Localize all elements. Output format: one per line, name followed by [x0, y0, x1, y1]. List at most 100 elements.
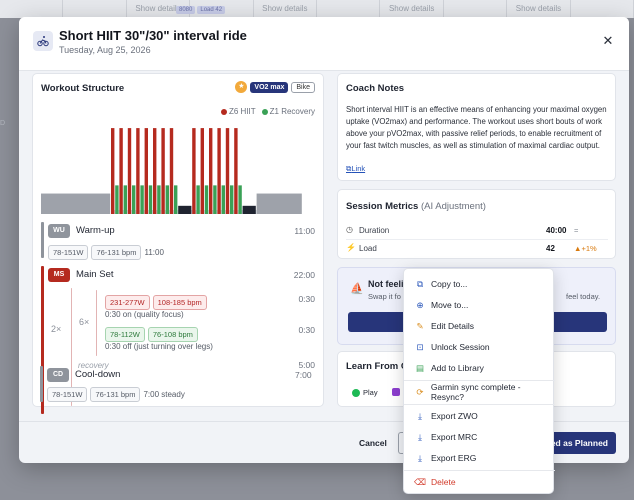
chart-bar-work: [127, 128, 132, 214]
cancel-button[interactable]: Cancel: [359, 438, 387, 448]
warmup-time: 11:00: [294, 226, 315, 236]
mark-completed-button[interactable]: ted as Planned: [534, 432, 616, 454]
coach-notes-text: Short interval HIIT is an effective mean…: [346, 105, 607, 150]
metrics-title-text: Session Metrics: [346, 201, 419, 212]
menu-move[interactable]: ⊕ Move to...: [404, 295, 555, 315]
rest-time: 0:30: [298, 325, 315, 335]
unlock-icon: ⊡: [416, 341, 424, 352]
copy-icon: ⧉: [416, 278, 424, 289]
warmup-badge: WU: [48, 224, 70, 238]
chart-bar-work: [136, 128, 140, 214]
export-icon: ⤓: [418, 410, 422, 421]
menu-label: Edit Details: [431, 321, 474, 331]
bolt-icon: ⚡: [346, 243, 356, 252]
chart-bar-set-break: [178, 205, 192, 214]
mainset-name: Main Set: [76, 269, 114, 280]
menu-copy[interactable]: ⧉ Copy to...: [404, 274, 555, 294]
metric-delta: ▲+1%: [574, 244, 597, 253]
swap-subtitle: Swap it fo: [368, 292, 401, 301]
chart-bar-cool-down: [256, 193, 302, 214]
menu-label: Copy to...: [431, 279, 468, 289]
chart-legend: Z6 HIIT Z1 Recovery: [220, 107, 315, 116]
outer-repeat-line: [71, 288, 72, 406]
chart-bar-recovery: [165, 185, 169, 214]
warmup-name: Warm-up: [76, 225, 115, 236]
coach-notes-link[interactable]: ⧉Link: [346, 164, 365, 174]
warmup-bar: [41, 222, 44, 258]
chart-bar-recovery: [204, 185, 209, 214]
bg-cell: [0, 0, 64, 18]
chart-bar-work: [217, 128, 221, 214]
menu-delete[interactable]: ⌫ Delete: [404, 472, 555, 492]
menu-resync[interactable]: ⟳ Garmin sync complete - Resync?: [404, 382, 555, 402]
background-calendar-strip: Show details Show details Show details S…: [0, 0, 634, 18]
menu-label: Add to Library: [431, 363, 484, 373]
bg-badges: 8080 Load 42: [176, 6, 226, 14]
metric-divider: [346, 239, 608, 240]
menu-label: Export ZWO: [431, 411, 478, 421]
menu-unlock[interactable]: ⊡ Unlock Session: [404, 337, 555, 357]
chart-bar-recovery: [123, 185, 127, 214]
rest-power-pill: 78-112W: [105, 327, 145, 342]
rest-text: 0:30 off (just turning over legs): [105, 342, 213, 351]
metrics-subtitle: (AI Adjustment): [420, 201, 486, 212]
work-power-pill: 231-277W: [105, 295, 150, 310]
chart-bar-recovery: [148, 185, 153, 214]
trash-icon: ⌫: [413, 476, 427, 487]
menu-label: Export MRC: [431, 432, 478, 442]
menu-export-erg[interactable]: ⤓ Export ERG: [404, 448, 555, 468]
hr-pill: 76-131 bpm: [91, 245, 142, 260]
bg-badge: Load 42: [197, 6, 226, 14]
warmup-text: 11:00: [144, 248, 164, 257]
power-pill: 78-151W: [48, 245, 89, 260]
cooldown-text: 7:00 steady: [143, 390, 185, 399]
spotify-play-button[interactable]: Play: [352, 388, 378, 397]
learn-title: Learn From Co: [346, 361, 414, 372]
swap-subtitle-tail: feel today.: [566, 292, 601, 301]
menu-divider: [404, 404, 555, 405]
podcast-icon[interactable]: [392, 388, 400, 396]
chart-bar-work: [119, 128, 123, 214]
chart-bar-warm-up: [41, 193, 111, 214]
move-icon: ⊕: [416, 299, 424, 310]
metric-label: Load: [359, 244, 377, 253]
chart-bar-recovery: [238, 185, 242, 214]
chart-bar-work: [111, 128, 115, 214]
workout-chart: [41, 124, 317, 214]
bg-cell: Show details: [380, 0, 444, 18]
menu-edit[interactable]: ✎ Edit Details: [404, 316, 555, 336]
rest-interval: 78-112W 76-108 bpm: [105, 324, 201, 342]
menu-divider: [404, 470, 555, 471]
menu-export-zwo[interactable]: ⤓ Export ZWO: [404, 406, 555, 426]
chart-bar-recovery: [213, 185, 217, 214]
tag-bike: Bike: [291, 81, 315, 93]
menu-export-mrc[interactable]: ⤓ Export MRC: [404, 427, 555, 447]
hr-pill: 76-131 bpm: [90, 387, 141, 402]
metric-value: 40:00: [546, 226, 567, 235]
chart-bar-set-break: [242, 205, 256, 214]
pencil-icon: ✎: [416, 320, 424, 331]
session-metrics-card: Session Metrics (AI Adjustment) ◷ Durati…: [337, 189, 616, 259]
swap-title: Not feeli: [368, 279, 404, 289]
chart-bar-recovery: [196, 185, 200, 214]
menu-label: Unlock Session: [431, 342, 490, 352]
menu-label: Garmin sync complete - Resync?: [430, 382, 521, 402]
bg-cell: [190, 0, 254, 18]
coach-link-label: Link: [351, 164, 366, 173]
legend-item: Z1 Recovery: [261, 107, 315, 116]
chart-bar-work: [225, 128, 230, 214]
chart-bar-work: [209, 128, 213, 214]
menu-add-library[interactable]: ▤ Add to Library: [404, 358, 555, 378]
export-icon: ⤓: [418, 431, 422, 442]
workout-structure-card: Workout Structure ★ VO2 max Bike Z6 HIIT…: [32, 73, 324, 414]
legend-item: Z6 HIIT: [220, 107, 256, 116]
chart-bar-recovery: [140, 185, 144, 214]
close-icon[interactable]: ✕: [602, 33, 614, 48]
chart-bar-recovery: [157, 185, 161, 214]
inner-repeat-line: [96, 290, 97, 356]
metric-delta: =: [574, 226, 579, 235]
modal-date: Tuesday, Aug 25, 2026: [59, 45, 151, 55]
spotify-icon: [352, 388, 360, 397]
cooldown-name: Cool-down: [75, 369, 121, 380]
modal-title: Short HIIT 30"/30" interval ride: [59, 28, 247, 43]
